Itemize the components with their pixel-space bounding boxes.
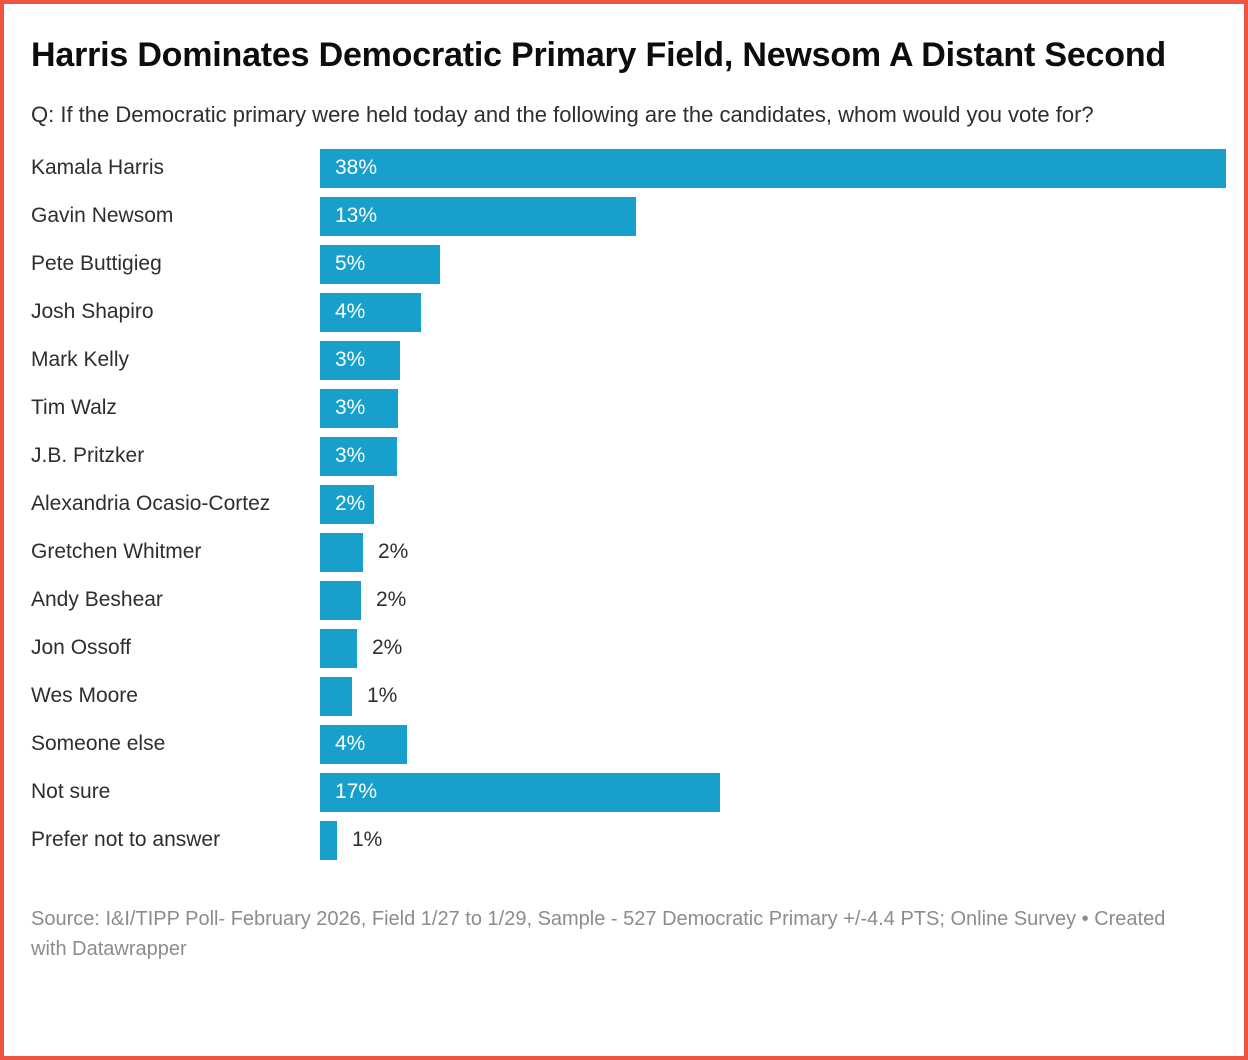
category-label: Gavin Newsom [31, 204, 174, 227]
bar [320, 580, 361, 620]
bar-track: 2% [320, 480, 1217, 528]
bar-track: 1% [320, 672, 1217, 720]
bar-track: 3% [320, 432, 1217, 480]
chart-title: Harris Dominates Democratic Primary Fiel… [31, 36, 1166, 74]
chart-row: Mark Kelly 3% [31, 336, 1217, 384]
value-label: 1% [352, 828, 383, 851]
bar-track: 2% [320, 528, 1217, 576]
value-label: 2% [335, 492, 366, 515]
chart-row: Kamala Harris 38% [31, 144, 1226, 192]
bar-track: 2% [320, 576, 1217, 624]
bar [320, 148, 1226, 188]
bar-track: 4% [320, 288, 1217, 336]
value-label: 2% [378, 540, 409, 563]
chart-row: Pete Buttigieg 5% [31, 240, 1217, 288]
category-label: Not sure [31, 780, 111, 803]
chart-row: Someone else 4% [31, 720, 1217, 768]
chart-footer-source: Source: I&I/TIPP Poll- February 2026, Fi… [31, 908, 1166, 960]
value-label: 3% [335, 444, 366, 467]
bar [320, 196, 636, 236]
chart-row: J.B. Pritzker 3% [31, 432, 1217, 480]
bar [320, 388, 398, 428]
chart-row: Wes Moore 1% [31, 672, 1217, 720]
category-label: Andy Beshear [31, 588, 163, 611]
bar [320, 484, 374, 524]
category-label: Pete Buttigieg [31, 252, 162, 275]
chart-row: Jon Ossoff 2% [31, 624, 1217, 672]
bar-track: 13% [320, 192, 1217, 240]
bar [320, 676, 352, 716]
chart-row: Josh Shapiro 4% [31, 288, 1217, 336]
bar [320, 772, 720, 812]
value-label: 17% [335, 780, 378, 803]
category-label: Someone else [31, 732, 166, 755]
bar-track: 3% [320, 384, 1217, 432]
chart-question: Q: If the Democratic primary were held t… [31, 102, 1094, 127]
bar-track: 5% [320, 240, 1217, 288]
chart-row: Prefer not to answer 1% [31, 816, 1217, 864]
category-label: Josh Shapiro [31, 300, 154, 323]
bar [320, 820, 337, 860]
chart-row: Not sure 17% [31, 768, 1217, 816]
bar-track: 38% [320, 144, 1226, 192]
value-label: 3% [335, 348, 366, 371]
value-label: 2% [372, 636, 403, 659]
chart-row: Gretchen Whitmer 2% [31, 528, 1217, 576]
value-label: 4% [335, 300, 366, 323]
bar-chart: Kamala Harris 38% Gavin Newsom 13% Pete Butt… [31, 144, 1226, 864]
category-label: Alexandria Ocasio-Cortez [31, 492, 271, 515]
bar-track: 1% [320, 816, 1217, 864]
category-label: J.B. Pritzker [31, 444, 145, 467]
chart-row: Alexandria Ocasio-Cortez 2% [31, 480, 1217, 528]
value-label: 4% [335, 732, 366, 755]
bar [320, 628, 357, 668]
value-label: 5% [335, 252, 366, 275]
value-label: 13% [335, 204, 378, 227]
bar-track: 17% [320, 768, 1217, 816]
bar [320, 436, 397, 476]
category-label: Wes Moore [31, 684, 138, 707]
category-label: Tim Walz [31, 396, 117, 419]
category-label: Mark Kelly [31, 348, 130, 371]
value-label: 2% [376, 588, 407, 611]
chart-card: Harris Dominates Democratic Primary Fiel… [4, 4, 1244, 1056]
value-label: 1% [367, 684, 398, 707]
bar-track: 4% [320, 720, 1217, 768]
bar [320, 724, 407, 764]
category-label: Prefer not to answer [31, 828, 221, 851]
bar [320, 340, 400, 380]
category-label: Kamala Harris [31, 156, 165, 179]
bar [320, 244, 440, 284]
category-label: Gretchen Whitmer [31, 540, 202, 563]
value-label: 38% [335, 156, 378, 179]
bar [320, 532, 363, 572]
bar-track: 3% [320, 336, 1217, 384]
chart-row: Gavin Newsom 13% [31, 192, 1217, 240]
chart-row: Andy Beshear 2% [31, 576, 1217, 624]
bar [320, 292, 421, 332]
value-label: 3% [335, 396, 366, 419]
category-label: Jon Ossoff [31, 636, 131, 659]
bar-track: 2% [320, 624, 1217, 672]
chart-row: Tim Walz 3% [31, 384, 1217, 432]
